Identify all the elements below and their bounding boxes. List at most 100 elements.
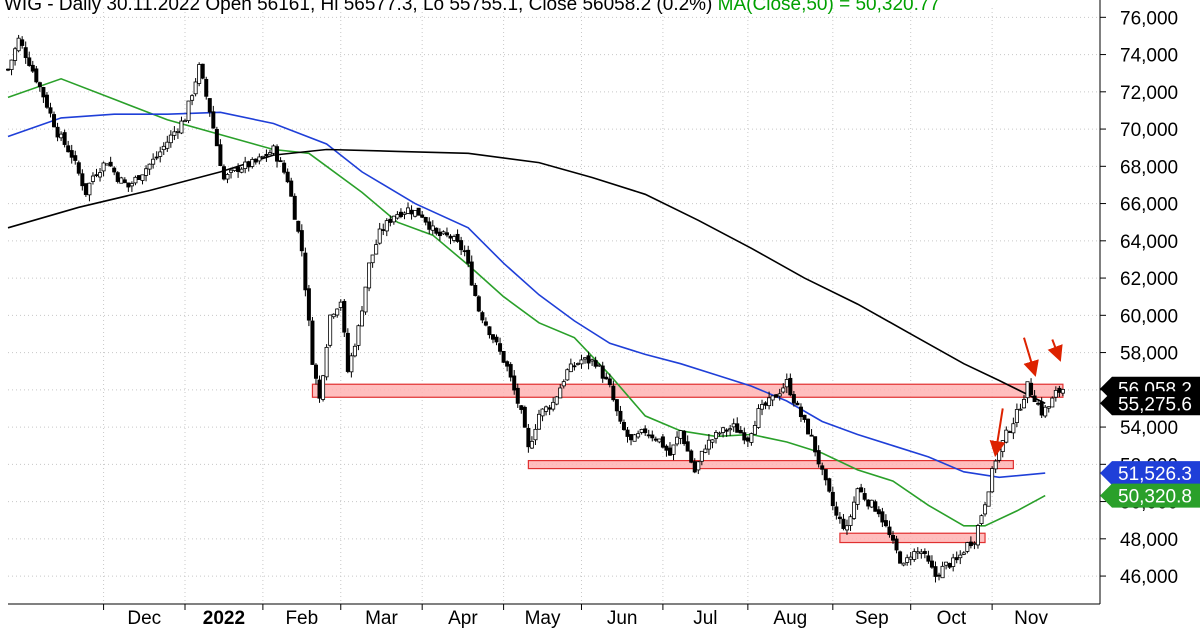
candle-body: [402, 212, 407, 215]
y-tick-label: 70,000: [1120, 120, 1178, 141]
candle-body: [922, 551, 927, 554]
candle-body: [229, 169, 234, 173]
candle-body: [416, 207, 421, 216]
candle-body: [664, 445, 669, 451]
candle-body: [731, 423, 736, 428]
candle-body: [983, 504, 988, 515]
candle-body: [363, 286, 368, 313]
candle-body: [912, 551, 917, 560]
candle-body: [398, 211, 403, 217]
candle-body: [69, 150, 74, 158]
price-badge-label: 50,320.8: [1118, 487, 1192, 508]
candle-body: [391, 215, 396, 223]
candle-body: [204, 78, 209, 97]
candles: [6, 34, 1065, 583]
candle-body: [933, 566, 938, 577]
candle-body: [887, 526, 892, 536]
candle-body: [646, 434, 651, 437]
candle-body: [480, 312, 485, 321]
candle-body: [777, 393, 782, 397]
x-tick-label: Jun: [607, 608, 638, 629]
candle-body: [643, 428, 648, 434]
candle-body: [90, 175, 95, 182]
candle-body: [968, 541, 973, 547]
candle-body: [614, 399, 619, 412]
candle-body: [852, 501, 857, 519]
candle-body: [869, 499, 874, 508]
candle-body: [367, 262, 372, 289]
x-tick-label: Sep: [855, 608, 889, 629]
support-zone-1: [311, 383, 1064, 398]
candle-body: [459, 240, 464, 251]
candle-body: [285, 171, 290, 183]
candle-body: [767, 397, 772, 407]
candle-body: [490, 334, 495, 340]
y-tick-label: 58,000: [1120, 344, 1178, 365]
candle-body: [444, 232, 449, 236]
candle-body: [168, 134, 173, 144]
candle-body: [558, 387, 563, 399]
candle-body: [452, 236, 457, 241]
candle-body: [335, 308, 340, 316]
candle-body: [844, 525, 849, 531]
x-tick-label: Oct: [937, 608, 967, 629]
candle-body: [250, 159, 255, 167]
candle-body: [434, 227, 439, 234]
candle-body: [193, 81, 198, 95]
candle-body: [1050, 397, 1055, 408]
candle-body: [830, 491, 835, 507]
candle-body: [161, 145, 166, 151]
x-tick-label: Apr: [448, 608, 478, 629]
candle-body: [388, 218, 393, 223]
candle-body: [147, 163, 152, 170]
candle-body: [703, 448, 708, 453]
candle-body: [278, 160, 283, 163]
candle-body: [636, 433, 641, 438]
candle-body: [310, 320, 315, 365]
candle-body: [593, 360, 598, 367]
x-tick-label: Aug: [773, 608, 807, 629]
candle-body: [352, 345, 357, 357]
candle-body: [377, 228, 382, 244]
candle-body: [384, 220, 389, 232]
candle-body: [802, 414, 807, 420]
candle-body: [901, 562, 906, 566]
candle-body: [784, 379, 789, 388]
candle-body: [954, 557, 959, 561]
x-tick-label: Dec: [127, 608, 161, 629]
ma-line-2: [7, 111, 1046, 479]
candle-body: [820, 465, 825, 470]
candle-body: [306, 288, 311, 321]
candle-body: [59, 133, 64, 139]
candle-body: [880, 511, 885, 523]
candle-body: [48, 107, 53, 114]
candle-body: [947, 563, 952, 568]
candle-body: [813, 436, 818, 453]
candle-body: [508, 364, 513, 378]
candle-body: [798, 406, 803, 418]
candle-body: [919, 551, 924, 554]
candle-body: [806, 418, 811, 435]
x-tick-label: Jul: [693, 608, 717, 629]
candle-body: [321, 375, 326, 400]
candle-body: [34, 68, 39, 83]
candle-body: [108, 161, 113, 167]
candle-body: [105, 163, 110, 166]
candle-body: [823, 469, 828, 481]
candle-body: [16, 37, 21, 52]
candle-body: [98, 172, 103, 178]
ma-readout: MA(Close,50) = 50,320.77: [717, 0, 940, 15]
candle-body: [717, 432, 722, 435]
candle-body: [855, 488, 860, 505]
candle-body: [611, 385, 616, 401]
candle-body: [299, 230, 304, 252]
candle-body: [763, 402, 768, 406]
candle-body: [721, 427, 726, 433]
y-tick-label: 48,000: [1120, 530, 1178, 551]
candle-body: [6, 68, 11, 71]
candle-body: [430, 225, 435, 231]
price-badge-bg: [1100, 483, 1200, 508]
candle-body: [73, 155, 78, 161]
candle-body: [1025, 381, 1030, 399]
candle-body: [544, 406, 549, 412]
